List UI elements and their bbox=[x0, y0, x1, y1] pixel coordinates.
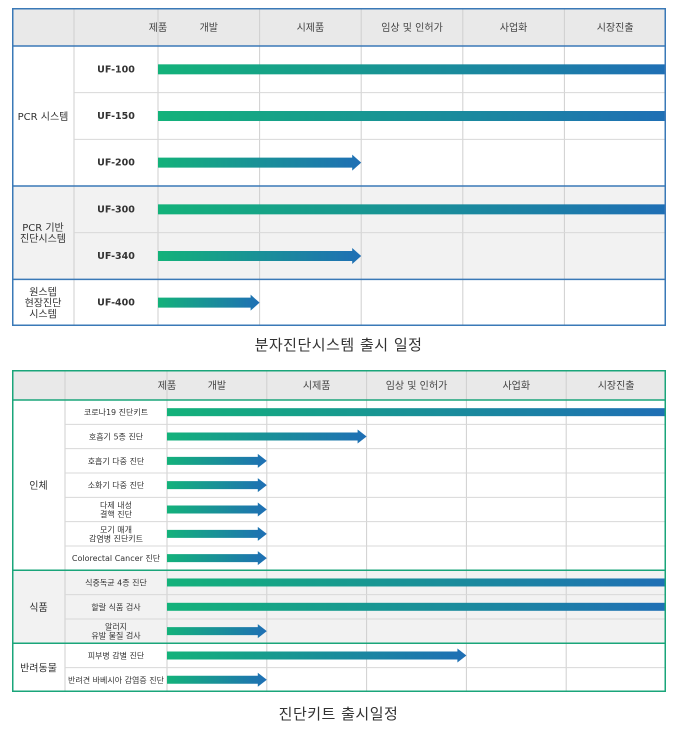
group-label: PCR 기반 진단시스템 bbox=[20, 222, 66, 245]
timeline-arrow bbox=[167, 453, 267, 468]
group-label: 반려동물 bbox=[20, 663, 57, 675]
stage-header-1: 개발 bbox=[200, 22, 218, 34]
group-label: 원스텝 현장진단 시스템 bbox=[25, 287, 62, 321]
product-name: 피부병 감별 진단 bbox=[88, 650, 145, 660]
group-label: 인체 bbox=[29, 480, 47, 492]
timeline-arrow bbox=[167, 551, 267, 566]
product-name: 코로나19 진단키트 bbox=[84, 407, 148, 417]
timeline-arrow bbox=[167, 502, 267, 517]
timeline-arrow bbox=[158, 154, 362, 171]
timeline-bar bbox=[158, 64, 666, 75]
stage-header-5: 시장진출 bbox=[597, 22, 634, 34]
product-name: UF-400 bbox=[97, 298, 135, 309]
product-name: 다제 내성 결핵 진단 bbox=[100, 501, 133, 519]
timeline-arrow bbox=[158, 248, 362, 265]
product-name: UF-200 bbox=[97, 158, 135, 169]
stage-header-4: 사업화 bbox=[500, 21, 528, 34]
stage-header-2: 시제품 bbox=[303, 380, 331, 392]
timeline-arrow bbox=[167, 624, 267, 639]
stage-header-3: 임상 및 인허가 bbox=[386, 379, 448, 392]
product-name: 호흡기 다중 진단 bbox=[88, 456, 145, 466]
stage-header-2: 시제품 bbox=[297, 22, 325, 34]
timeline-bar bbox=[158, 204, 666, 215]
product-name: 식중독균 4종 진단 bbox=[85, 577, 147, 587]
stage-header-5: 시장진출 bbox=[598, 380, 635, 392]
product-name: UF-100 bbox=[97, 64, 135, 75]
timeline-bar bbox=[167, 408, 666, 417]
product-column-header: 제품 bbox=[149, 22, 167, 34]
timeline-arrow bbox=[167, 672, 267, 687]
product-column-header: 제품 bbox=[158, 380, 176, 392]
product-name: 모기 매개 감염병 진단키트 bbox=[89, 524, 143, 543]
product-name: UF-340 bbox=[97, 251, 135, 262]
timeline-arrow bbox=[158, 294, 260, 311]
stage-header-1: 개발 bbox=[208, 380, 226, 392]
product-release-timeline-molecular: 제품 개발 시제품 임상 및 인허가 사업화 시장진출 PCR 시스템 UF-100 UF-15… bbox=[12, 8, 666, 326]
timeline-arrow bbox=[167, 526, 267, 541]
product-name: 알러지 유발 물질 검사 bbox=[91, 622, 141, 641]
stage-header-3: 임상 및 인허가 bbox=[381, 21, 443, 34]
timeline-arrow bbox=[167, 478, 267, 493]
group-label: PCR 시스템 bbox=[18, 111, 69, 123]
timeline-arrow bbox=[167, 429, 367, 444]
stage-header-4: 사업화 bbox=[502, 379, 530, 392]
timeline-bar bbox=[158, 111, 666, 122]
product-name: 소화기 다중 진단 bbox=[88, 480, 145, 490]
timeline-arrow bbox=[167, 648, 467, 663]
group-label: 식품 bbox=[29, 602, 47, 614]
product-name: UF-300 bbox=[97, 204, 135, 215]
product-name: 호흡기 5종 진단 bbox=[89, 431, 144, 441]
caption-kit-timeline: 진단키트 출시일정 bbox=[278, 705, 399, 723]
timeline-bar bbox=[167, 602, 666, 611]
product-name: Colorectal Cancer 진단 bbox=[72, 553, 161, 563]
product-name: 반려견 바베시아 감염증 진단 bbox=[68, 675, 165, 685]
product-name: 할랄 식품 검사 bbox=[91, 602, 141, 612]
product-name: UF-150 bbox=[97, 111, 135, 122]
timeline-bar bbox=[167, 578, 666, 587]
caption-molecular-timeline: 분자진단시스템 출시 일정 bbox=[254, 336, 423, 354]
